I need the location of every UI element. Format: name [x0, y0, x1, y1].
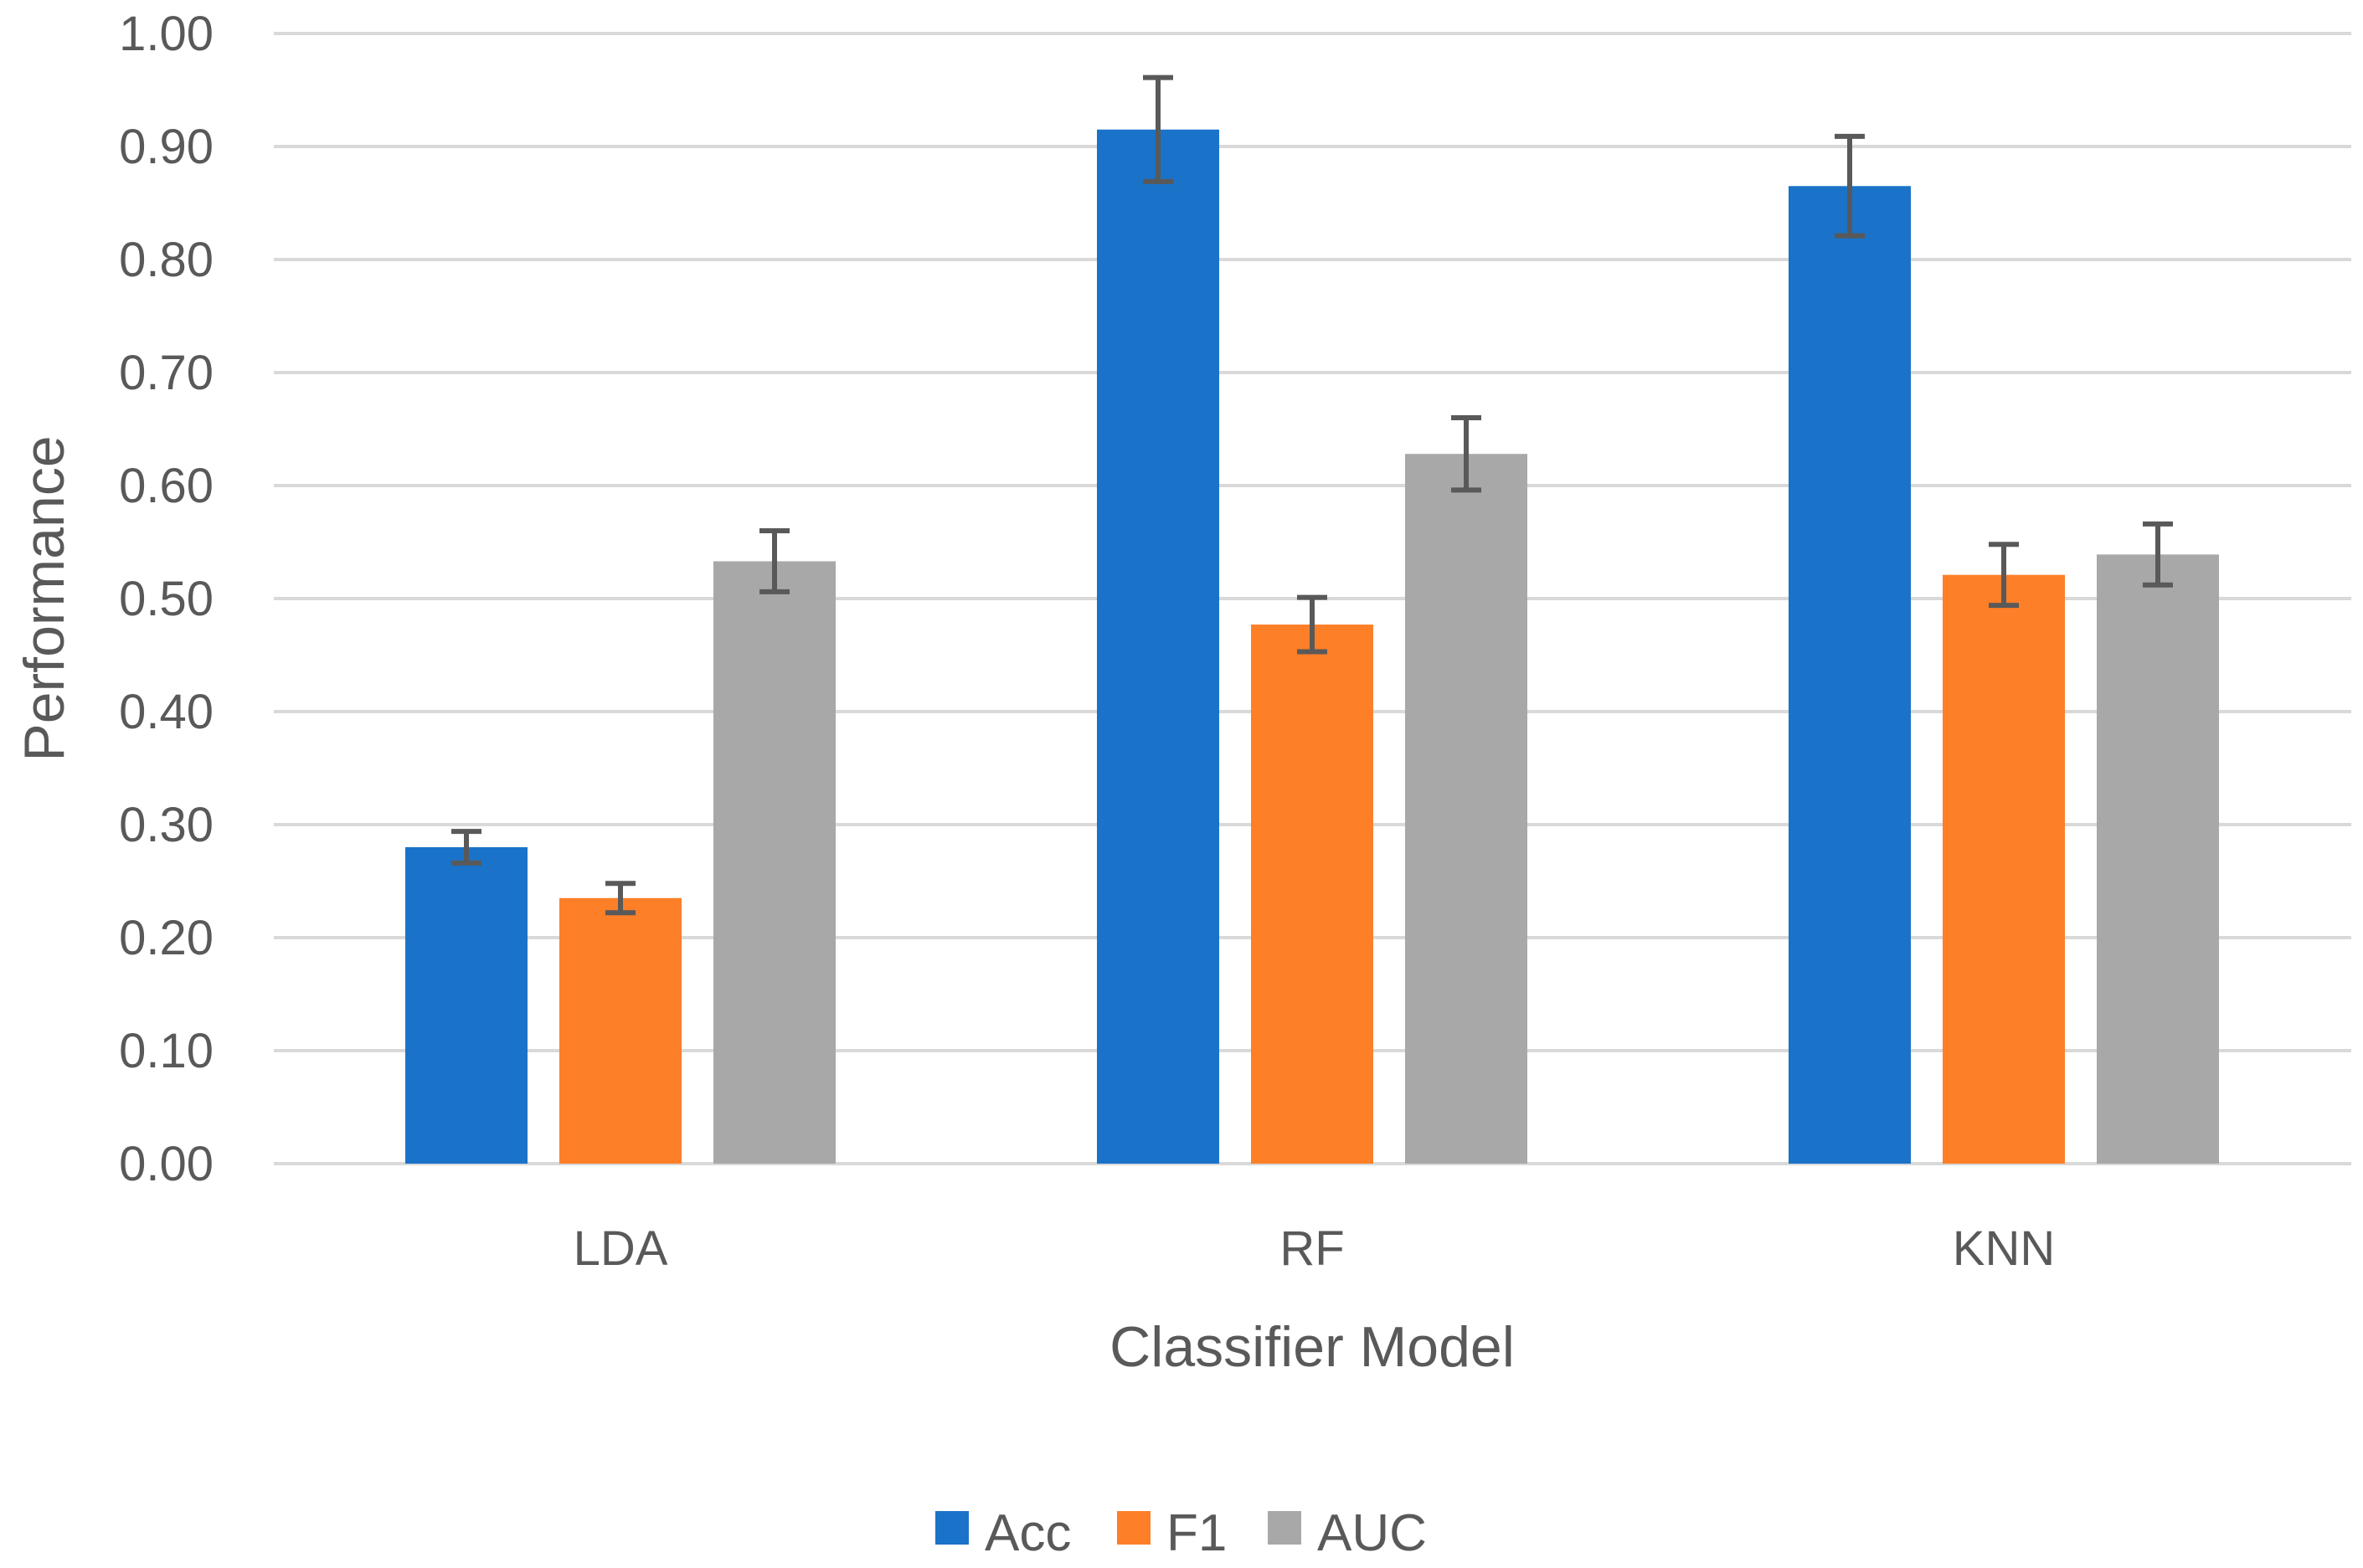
y-axis-title: Performance — [13, 435, 76, 761]
error-bar-auc-lda — [759, 528, 790, 594]
y-tick-label: 0.60 — [119, 459, 214, 513]
y-tick-label: 0.90 — [119, 120, 214, 174]
legend-label: Acc — [985, 1504, 1071, 1562]
legend-swatch — [1117, 1511, 1151, 1545]
y-tick-label: 0.20 — [119, 911, 214, 965]
legend-swatch — [935, 1511, 969, 1545]
x-category-label-lda: LDA — [574, 1221, 668, 1276]
y-tick-label: 0.70 — [119, 346, 214, 400]
error-bar-acc-rf — [1143, 75, 1173, 184]
x-axis-categories: LDA RF KNN — [574, 1221, 2056, 1276]
error-bar-f1-lda — [605, 881, 636, 916]
y-tick-label: 0.00 — [119, 1137, 214, 1191]
bar-f1-knn — [1943, 574, 2065, 1164]
error-bar-acc-knn — [1835, 133, 1865, 239]
y-tick-label: 0.30 — [119, 798, 214, 852]
legend-label: AUC — [1317, 1504, 1427, 1562]
legend: Acc F1 AUC — [935, 1504, 1427, 1562]
y-tick-label: 1.00 — [119, 7, 214, 61]
error-bars — [451, 75, 2173, 916]
x-category-label-rf: RF — [1279, 1221, 1344, 1276]
bar-acc-knn — [1789, 186, 1911, 1164]
legend-item-auc: AUC — [1268, 1504, 1427, 1562]
error-bar-auc-rf — [1451, 415, 1481, 493]
error-bar-f1-rf — [1297, 594, 1327, 655]
bar-auc-lda — [713, 561, 836, 1164]
bar-auc-knn — [2097, 554, 2219, 1164]
y-axis-ticks: 0.00 0.10 0.20 0.30 0.40 0.50 0.60 0.70 0.80 0.90… — [119, 7, 214, 1191]
x-category-label-knn: KNN — [1953, 1221, 2055, 1276]
legend-item-f1: F1 — [1117, 1504, 1227, 1562]
error-bar-f1-knn — [1989, 542, 2019, 609]
bar-f1-lda — [559, 897, 682, 1164]
bars — [405, 129, 2219, 1164]
legend-item-acc: Acc — [935, 1504, 1071, 1562]
error-bar-auc-knn — [2143, 521, 2173, 588]
y-tick-label: 0.80 — [119, 233, 214, 287]
y-tick-label: 0.50 — [119, 572, 214, 626]
y-tick-label: 0.40 — [119, 685, 214, 739]
bar-acc-lda — [405, 847, 528, 1164]
error-bar-acc-lda — [451, 829, 481, 866]
legend-label: F1 — [1166, 1504, 1227, 1562]
y-tick-label: 0.10 — [119, 1024, 214, 1078]
legend-swatch — [1268, 1511, 1301, 1545]
bar-f1-rf — [1251, 625, 1373, 1164]
bar-acc-rf — [1097, 129, 1219, 1164]
x-axis-title: Classifier Model — [1109, 1315, 1515, 1379]
bar-auc-rf — [1405, 454, 1527, 1164]
